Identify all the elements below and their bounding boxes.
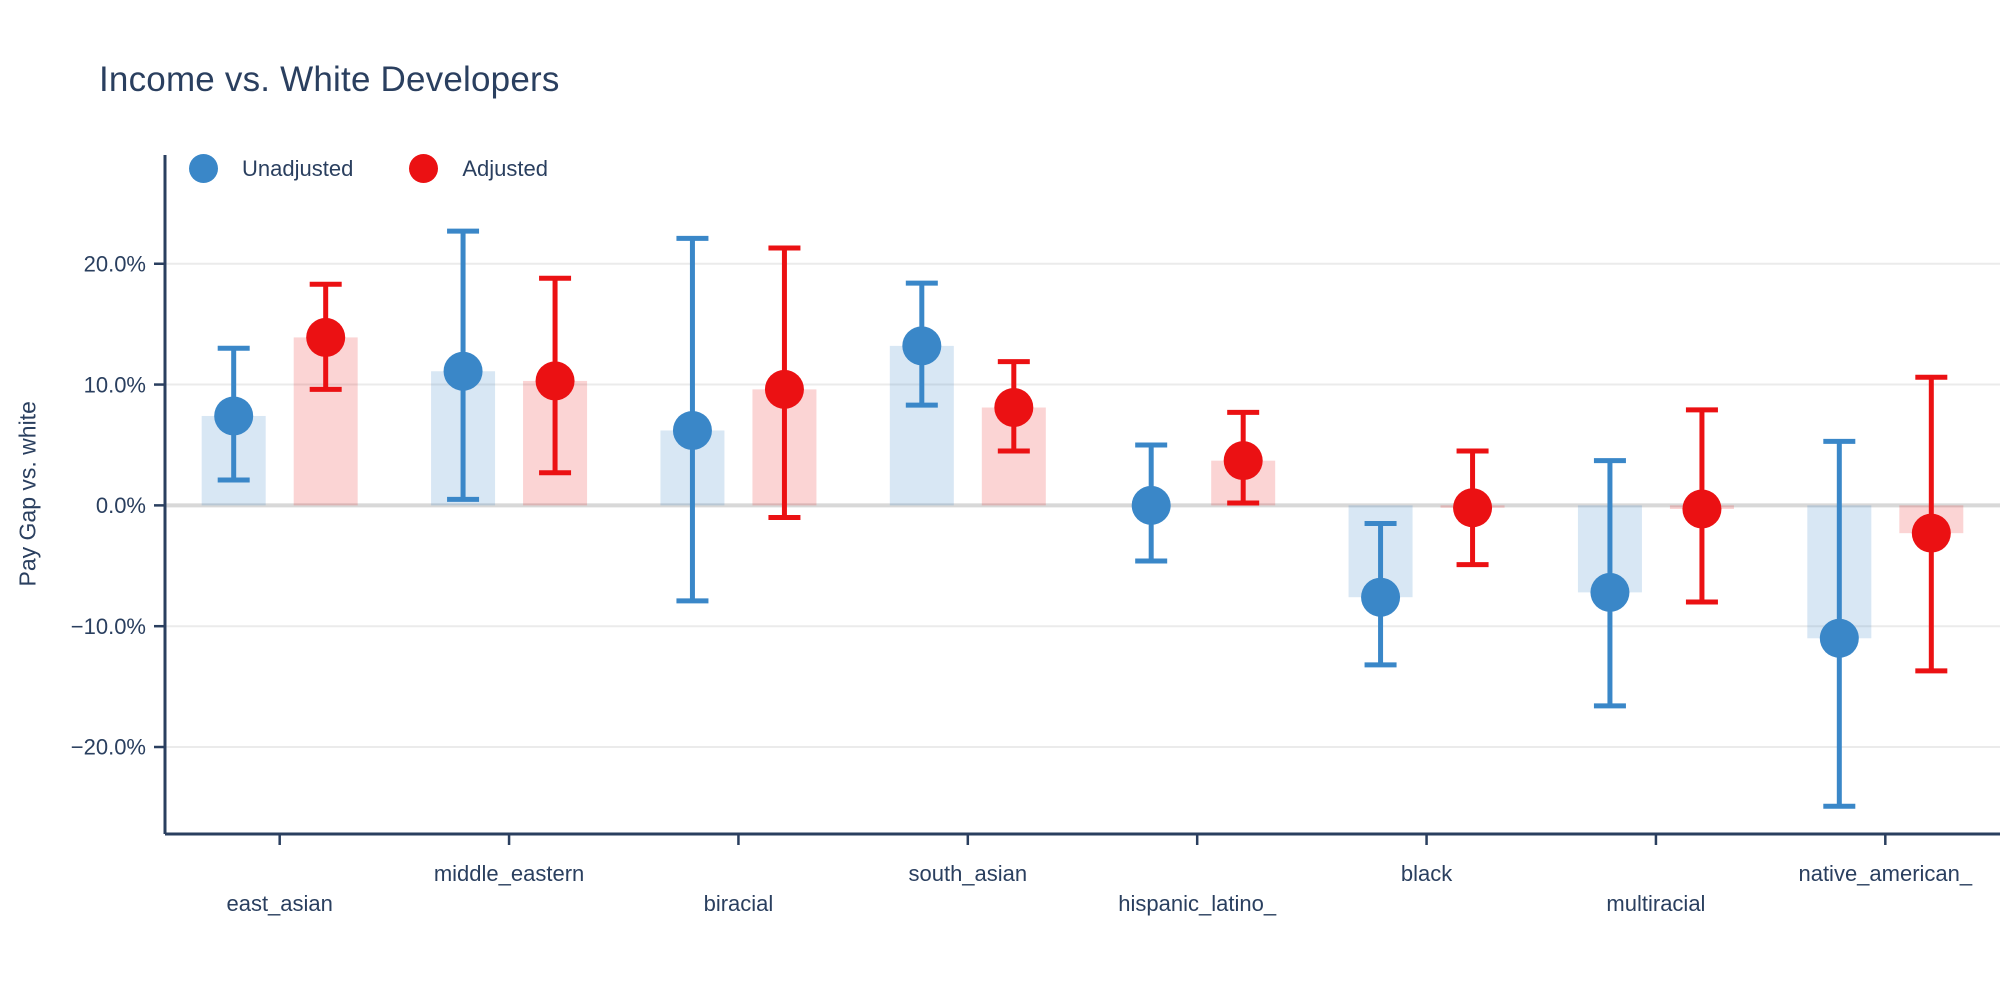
marker-adjusted-native_american_[interactable] — [1911, 513, 1951, 553]
marker-adjusted-middle_eastern[interactable] — [535, 361, 575, 401]
chart-title: Income vs. White Developers — [99, 60, 560, 99]
y-tick-label: −10.0% — [71, 614, 146, 639]
x-category-label-hispanic_latino_: hispanic_latino_ — [1118, 891, 1277, 916]
x-category-label-east_asian: east_asian — [226, 891, 332, 916]
marker-unadjusted-south_asian[interactable] — [902, 326, 942, 366]
y-tick-label: 10.0% — [84, 372, 146, 397]
x-category-label-native_american_: native_american_ — [1798, 861, 1972, 886]
x-category-label-multiracial: multiracial — [1606, 891, 1705, 916]
marker-adjusted-multiracial[interactable] — [1682, 489, 1722, 529]
legend-item-adjusted[interactable]: Adjusted — [409, 154, 548, 183]
marker-unadjusted-native_american_[interactable] — [1819, 618, 1859, 658]
marker-unadjusted-black[interactable] — [1361, 577, 1401, 617]
marker-unadjusted-middle_eastern[interactable] — [443, 351, 483, 391]
marker-unadjusted-biracial[interactable] — [672, 410, 712, 450]
legend-item-unadjusted[interactable]: Unadjusted — [189, 154, 353, 183]
marker-adjusted-black[interactable] — [1453, 488, 1493, 528]
y-tick-label: 0.0% — [96, 493, 146, 518]
marker-adjusted-east_asian[interactable] — [306, 317, 346, 357]
unadjusted-legend-dot-icon — [189, 154, 218, 183]
x-category-label-south_asian: south_asian — [908, 861, 1027, 886]
legend: Unadjusted Adjusted — [189, 154, 548, 183]
y-tick-label: 20.0% — [84, 251, 146, 276]
marker-unadjusted-hispanic_latino_[interactable] — [1131, 485, 1171, 525]
legend-label-adjusted: Adjusted — [462, 155, 548, 181]
marker-adjusted-biracial[interactable] — [764, 369, 804, 409]
x-category-label-middle_eastern: middle_eastern — [434, 861, 584, 886]
marker-adjusted-hispanic_latino_[interactable] — [1223, 441, 1263, 481]
marker-adjusted-south_asian[interactable] — [994, 388, 1034, 428]
y-tick-label: −20.0% — [71, 735, 146, 760]
adjusted-legend-dot-icon — [409, 154, 439, 183]
x-category-label-biracial: biracial — [704, 891, 774, 916]
marker-unadjusted-multiracial[interactable] — [1590, 572, 1630, 612]
legend-label-unadjusted: Unadjusted — [242, 155, 354, 181]
marker-unadjusted-east_asian[interactable] — [214, 396, 254, 436]
x-category-label-black: black — [1401, 861, 1453, 886]
